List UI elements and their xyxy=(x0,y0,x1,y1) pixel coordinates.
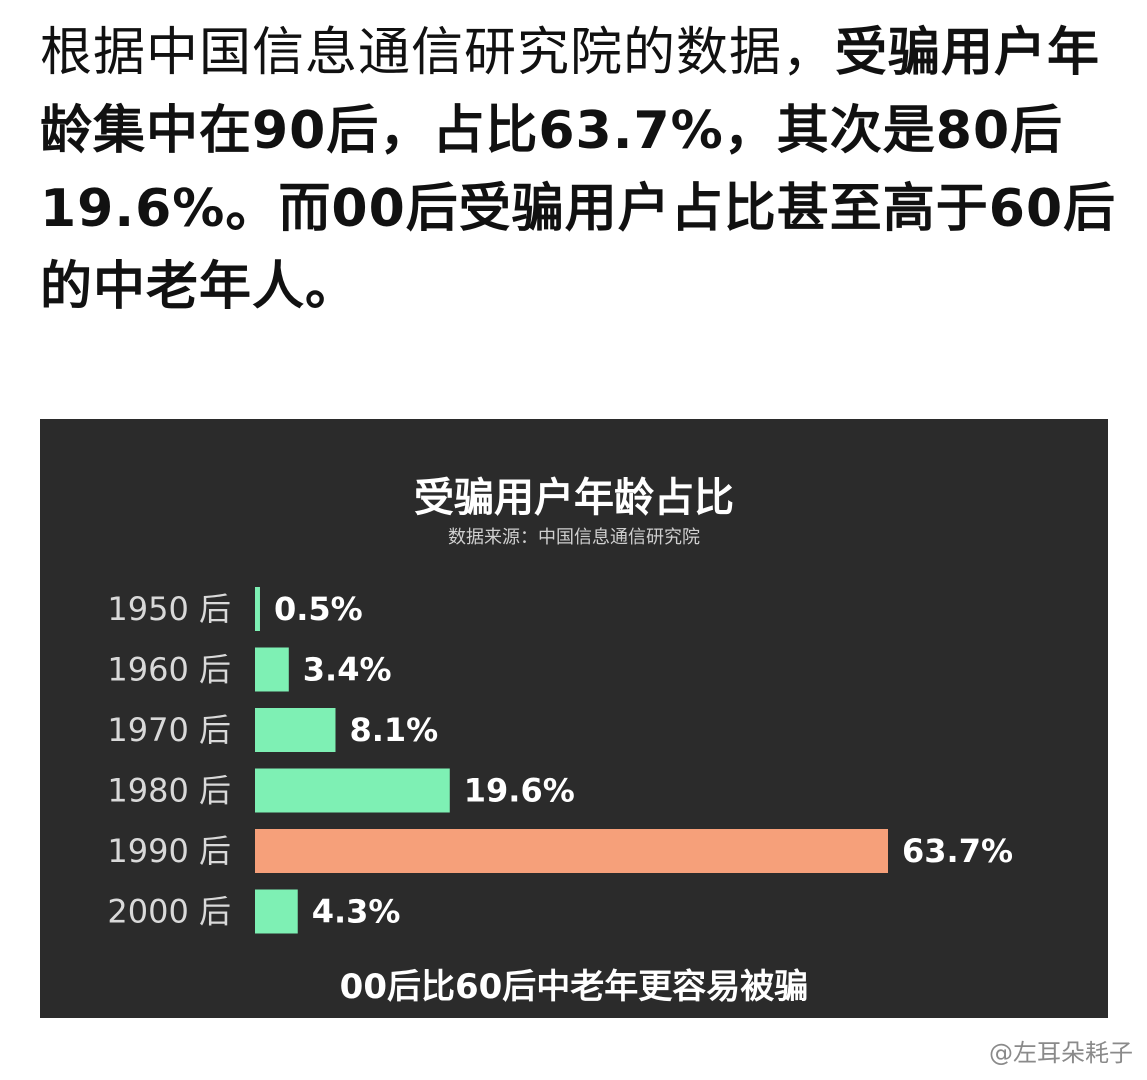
bar-chart: 1950 后 0.5% 1960 后 3.4% 1970 后 8.1% 1980 后 19.6… xyxy=(107,587,1013,934)
chart-subtitle: 数据来源：中国信息通信研究院 xyxy=(448,527,700,548)
intro-paragraph: 根据中国信息通信研究院的数据，受骗用户年龄集中在90后，占比63.7%，其次是8… xyxy=(40,14,1120,326)
value-label: 8.1% xyxy=(349,711,438,749)
category-label: 1980 后 xyxy=(107,772,231,810)
category-label: 1950 后 xyxy=(107,590,231,628)
chart-footer: 00后比60后中老年更容易被骗 xyxy=(339,967,809,1007)
value-label: 3.4% xyxy=(303,651,392,689)
bar xyxy=(255,768,450,813)
chart-panel: 受骗用户年龄占比 数据来源：中国信息通信研究院 1950 后 0.5% 1960 后… xyxy=(40,419,1108,1018)
chart-title: 受骗用户年龄占比 xyxy=(414,475,734,521)
value-label: 0.5% xyxy=(274,590,363,628)
category-label: 1970 后 xyxy=(107,711,231,749)
bar xyxy=(255,829,888,873)
bar xyxy=(255,889,298,934)
category-label: 2000 后 xyxy=(107,893,231,931)
intro-text-plain: 根据中国信息通信研究院的数据， xyxy=(40,23,836,83)
bar xyxy=(255,647,289,692)
value-label: 4.3% xyxy=(312,893,401,931)
value-label: 19.6% xyxy=(464,772,575,810)
value-label: 63.7% xyxy=(902,832,1013,870)
intro-text-bold: 受骗用户年龄集中在90后，占比63.7%，其次是80后19.6%。而00后受骗用… xyxy=(40,23,1117,317)
bar xyxy=(255,587,260,631)
category-label: 1990 后 xyxy=(107,832,231,870)
watermark: @左耳朵耗子 xyxy=(989,1039,1133,1067)
bar xyxy=(255,708,336,752)
category-label: 1960 后 xyxy=(107,651,231,689)
